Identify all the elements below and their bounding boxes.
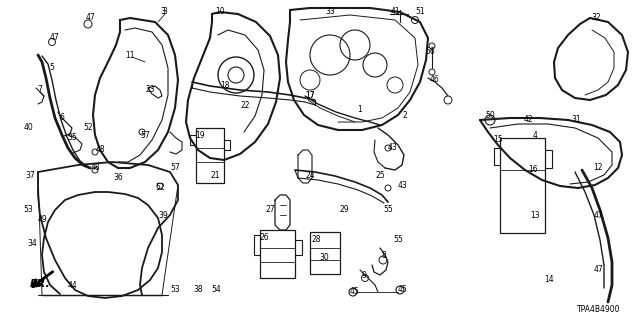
Text: 49: 49	[37, 215, 47, 225]
Text: 52: 52	[155, 183, 165, 193]
Text: 1: 1	[358, 106, 362, 115]
Text: 47: 47	[85, 13, 95, 22]
Text: 43: 43	[388, 143, 398, 153]
Text: 19: 19	[195, 131, 205, 140]
Text: 38: 38	[193, 285, 203, 294]
Text: TPA4B4900: TPA4B4900	[577, 306, 620, 315]
Text: 2: 2	[403, 110, 408, 119]
Text: 52: 52	[83, 124, 93, 132]
Text: 27: 27	[265, 205, 275, 214]
Text: 37: 37	[25, 171, 35, 180]
Bar	[500, 138, 545, 233]
Text: 17: 17	[305, 92, 315, 100]
Text: 32: 32	[591, 13, 601, 22]
Bar	[196, 128, 224, 183]
Text: 13: 13	[530, 211, 540, 220]
Text: 7: 7	[38, 85, 42, 94]
Text: 54: 54	[211, 285, 221, 294]
Text: 15: 15	[493, 135, 503, 145]
Text: 17: 17	[305, 91, 315, 100]
Text: 34: 34	[27, 238, 37, 247]
Text: 10: 10	[215, 7, 225, 17]
Text: 45: 45	[350, 287, 360, 297]
Bar	[310, 232, 340, 274]
Text: 45: 45	[397, 285, 407, 294]
Text: 18: 18	[220, 81, 230, 90]
Text: 44: 44	[67, 281, 77, 290]
Text: 21: 21	[211, 171, 220, 180]
Text: 25: 25	[375, 171, 385, 180]
Text: 36: 36	[113, 173, 123, 182]
Text: 56: 56	[425, 47, 435, 57]
Text: 28: 28	[311, 236, 321, 244]
Text: 40: 40	[23, 124, 33, 132]
Text: 47: 47	[593, 266, 603, 275]
Text: 47: 47	[593, 211, 603, 220]
Text: 29: 29	[339, 205, 349, 214]
Text: 41: 41	[390, 7, 400, 17]
Text: 35: 35	[67, 133, 77, 142]
Text: 57: 57	[140, 131, 150, 140]
Text: 33: 33	[325, 7, 335, 17]
Text: 30: 30	[319, 253, 329, 262]
Text: 24: 24	[305, 171, 315, 180]
Text: 4: 4	[532, 131, 538, 140]
Text: 55: 55	[383, 205, 393, 214]
Text: 11: 11	[125, 51, 135, 60]
Text: 9: 9	[362, 270, 367, 279]
Text: 55: 55	[393, 236, 403, 244]
Text: 57: 57	[170, 164, 180, 172]
Text: 6: 6	[60, 114, 65, 123]
Text: 12: 12	[593, 164, 603, 172]
Text: 43: 43	[398, 180, 408, 189]
Text: 47: 47	[50, 34, 60, 43]
Bar	[260, 230, 295, 278]
Text: 3: 3	[163, 7, 168, 17]
Text: 46: 46	[429, 76, 439, 84]
Text: 8: 8	[381, 251, 387, 260]
Text: 23: 23	[145, 85, 155, 94]
Text: 51: 51	[415, 7, 425, 17]
Text: 16: 16	[528, 165, 538, 174]
Text: 53: 53	[170, 285, 180, 294]
Text: 14: 14	[544, 276, 554, 284]
Text: 3: 3	[161, 7, 165, 17]
Text: 31: 31	[571, 116, 581, 124]
Text: 39: 39	[158, 211, 168, 220]
Text: 48: 48	[90, 164, 100, 172]
Text: 48: 48	[95, 146, 105, 155]
Text: 50: 50	[485, 110, 495, 119]
Text: FR.: FR.	[29, 279, 51, 289]
Text: 26: 26	[259, 234, 269, 243]
Text: 22: 22	[240, 100, 250, 109]
Text: 42: 42	[523, 116, 533, 124]
Text: 5: 5	[49, 63, 54, 73]
Text: 53: 53	[23, 205, 33, 214]
